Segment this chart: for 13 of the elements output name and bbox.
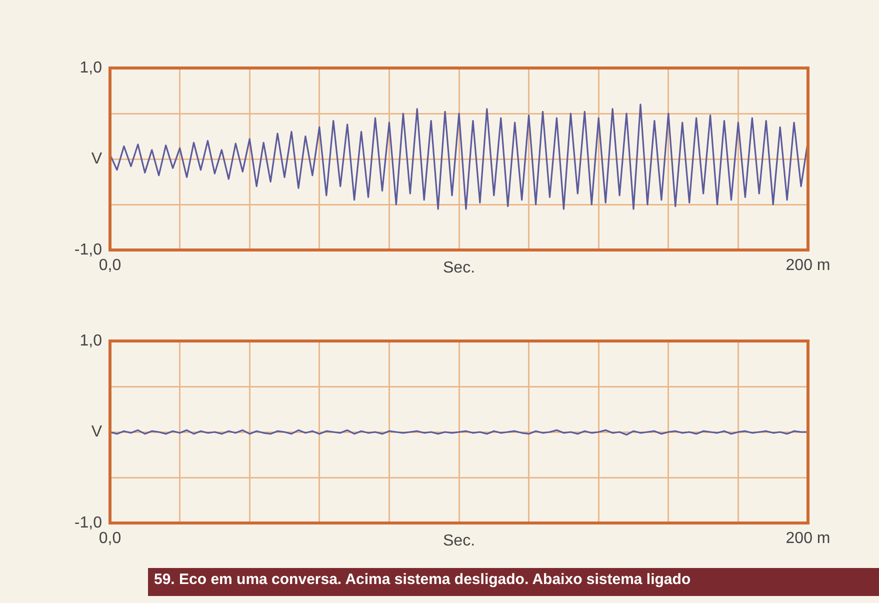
y-tick-label: -1,0	[74, 514, 102, 532]
x-tick-label: 200 m	[786, 257, 830, 274]
y-tick-label: V	[91, 423, 102, 440]
text: 59. Eco em uma conversa. Acima sistema desligado. Abaixo sistema ligado	[148, 568, 879, 596]
y-tick-label: 1,0	[80, 332, 102, 350]
x-axis-title: Sec.	[442, 259, 476, 276]
y-tick-label: V	[91, 150, 102, 168]
x-axis-title: Sec.	[442, 532, 476, 550]
x-tick-label: 0,0	[98, 530, 122, 548]
x-tick-label: 0,0	[98, 257, 122, 274]
y-tick-label: 1,0	[80, 59, 102, 76]
y-tick-label: -1,0	[74, 241, 102, 258]
x-tick-label: 200 m	[786, 530, 830, 548]
